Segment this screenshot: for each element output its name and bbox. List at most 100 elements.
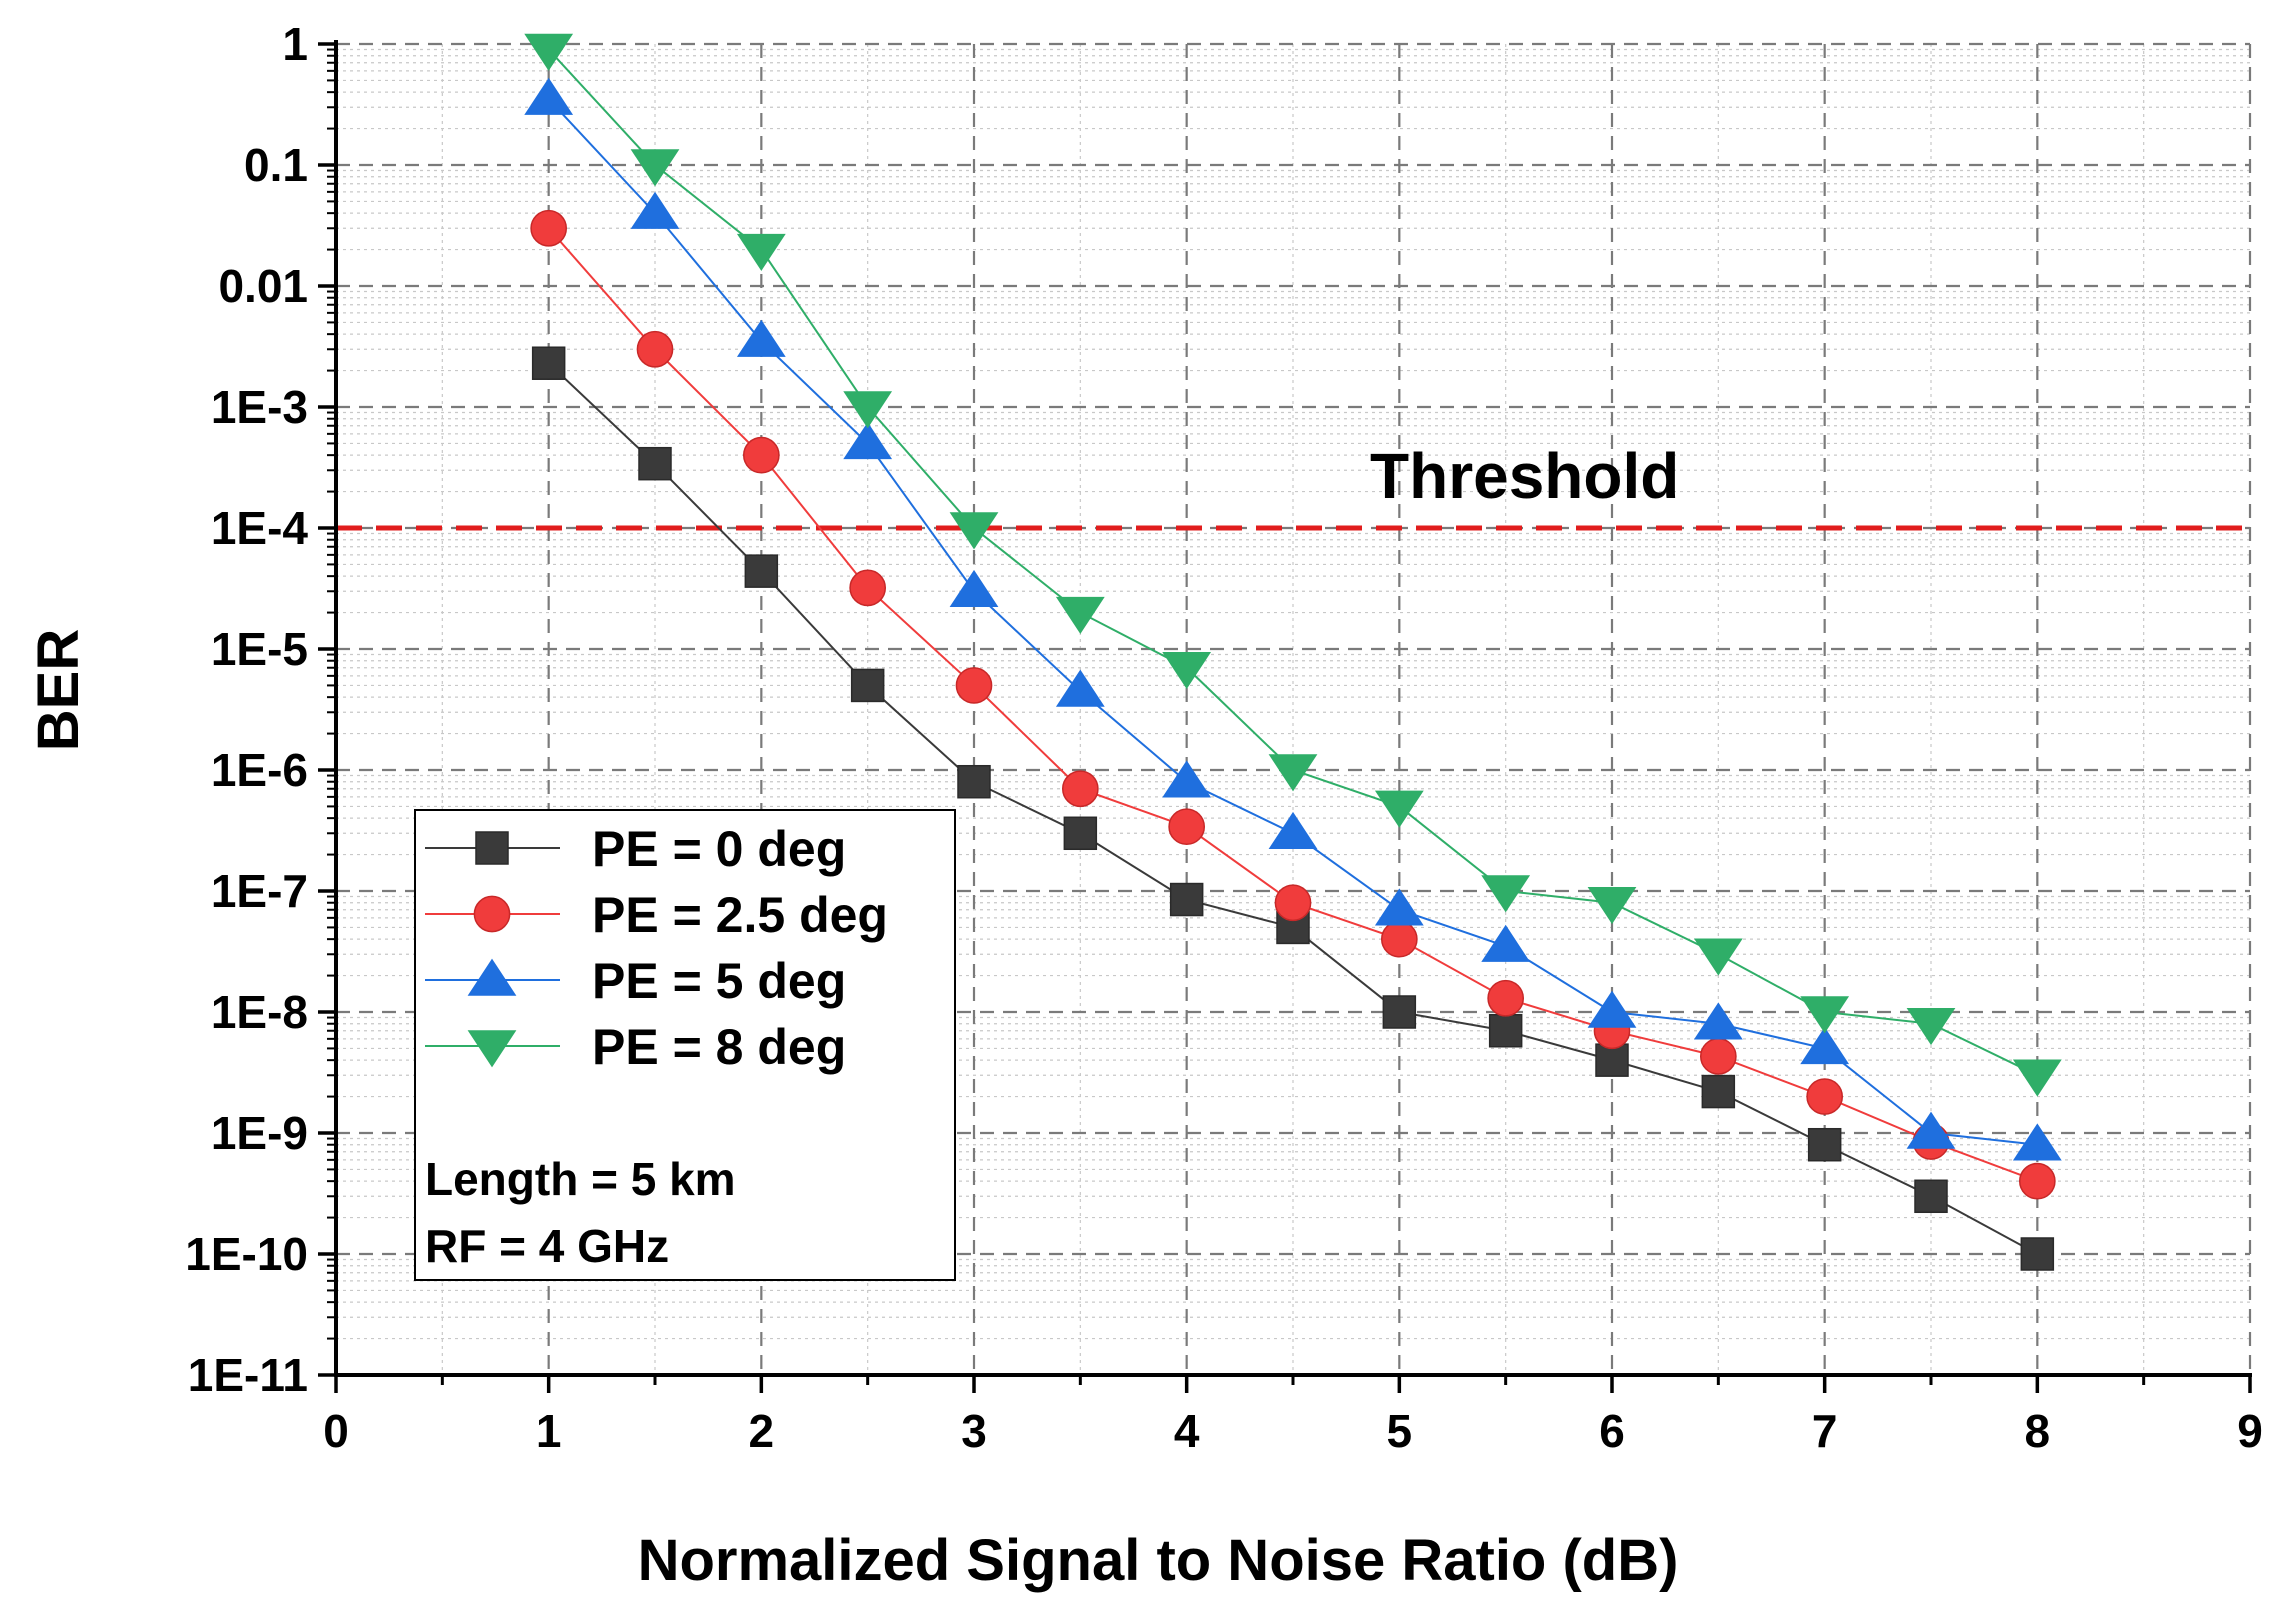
data-point-s2-14 — [2012, 1123, 2062, 1161]
series-3 — [524, 33, 2062, 1097]
data-point-s1-4 — [955, 667, 993, 704]
threshold-label: Threshold — [1370, 440, 1679, 512]
data-point-s3-14 — [2012, 1059, 2062, 1097]
data-point-s3-5 — [1055, 596, 1105, 634]
y-tick-label: 0.1 — [244, 139, 308, 191]
x-tick-label: 7 — [1812, 1405, 1838, 1457]
data-point-s3-2 — [736, 233, 786, 271]
annotation-length: Length = 5 km — [425, 1153, 736, 1205]
data-point-s3-3 — [843, 391, 893, 429]
x-tick-label: 3 — [961, 1405, 987, 1457]
data-point-s0-4 — [957, 764, 991, 799]
data-point-s3-10 — [1587, 886, 1637, 925]
y-tick-label: 1E-9 — [211, 1107, 308, 1159]
data-point-s1-5 — [1061, 770, 1099, 808]
data-point-s2-5 — [1055, 669, 1105, 707]
data-point-s3-12 — [1800, 996, 1850, 1034]
y-tick-label: 1E-10 — [185, 1228, 308, 1280]
data-point-s2-8 — [1374, 888, 1424, 926]
data-point-s2-7 — [1268, 811, 1318, 850]
data-point-s2-6 — [1162, 760, 1212, 798]
data-point-s0-11 — [1701, 1074, 1736, 1109]
x-tick-label: 2 — [749, 1405, 775, 1457]
data-point-s0-12 — [1807, 1127, 1842, 1162]
data-point-s0-0 — [531, 346, 566, 380]
data-point-s0-6 — [1169, 882, 1204, 917]
data-point-s2-11 — [1693, 1002, 1743, 1040]
data-point-s3-4 — [949, 512, 999, 550]
x-ticks — [334, 1375, 2252, 1393]
legend-marker-2 — [467, 958, 517, 996]
data-point-s2-4 — [949, 569, 999, 608]
x-tick-label: 6 — [1599, 1405, 1625, 1457]
data-point-s2-2 — [736, 319, 786, 357]
minor-grid — [336, 44, 2250, 1375]
annotation-rf: RF = 4 GHz — [425, 1220, 669, 1272]
y-tick-label: 1E-7 — [211, 865, 308, 917]
y-tick-label: 1E-3 — [211, 381, 308, 433]
legend-marker-0 — [475, 831, 509, 865]
y-axis-title: BER — [26, 629, 91, 751]
data-point-s0-3 — [850, 668, 885, 703]
data-point-s2-12 — [1800, 1027, 1850, 1065]
series-layer — [524, 33, 2062, 1271]
data-point-s0-5 — [1063, 816, 1098, 851]
data-point-s0-9 — [1488, 1013, 1523, 1048]
data-point-s0-1 — [638, 446, 672, 481]
data-point-s1-7 — [1274, 884, 1312, 922]
data-point-s1-0 — [530, 209, 568, 247]
data-point-s1-2 — [742, 436, 780, 474]
data-point-s3-1 — [630, 149, 680, 187]
x-tick-label: 9 — [2237, 1405, 2263, 1457]
data-point-s1-11 — [1699, 1038, 1737, 1075]
legend-label-3: PE = 8 deg — [592, 1019, 846, 1075]
legend-marker-1 — [473, 895, 511, 933]
data-point-s1-9 — [1487, 979, 1525, 1017]
threshold-layer: Threshold — [336, 440, 2250, 531]
data-point-s1-6 — [1168, 808, 1206, 846]
legend-label-2: PE = 5 deg — [592, 953, 846, 1009]
data-point-s3-6 — [1162, 651, 1212, 690]
data-point-s3-0 — [524, 33, 574, 71]
y-tick-label: 1E-5 — [211, 623, 308, 675]
data-point-s2-0 — [524, 77, 574, 115]
y-tick-label: 1E-11 — [188, 1349, 308, 1401]
x-tick-label: 4 — [1174, 1405, 1200, 1457]
data-point-s0-2 — [744, 554, 779, 588]
x-tick-label: 5 — [1387, 1405, 1413, 1457]
data-point-s2-10 — [1587, 990, 1637, 1028]
y-tick-label: 0.01 — [218, 260, 308, 312]
data-point-s3-11 — [1693, 938, 1743, 976]
data-point-s1-3 — [849, 569, 887, 607]
data-point-s3-9 — [1481, 875, 1531, 913]
x-tick-label: 1 — [536, 1405, 562, 1457]
y-tick-labels: 1 0.1 0.01 1E-3 1E-4 1E-5 1E-6 1E-7 1E-8 1E-9 1E-1… — [185, 18, 308, 1401]
data-point-s0-8 — [1382, 995, 1417, 1029]
legend-marker-3 — [467, 1030, 517, 1068]
data-point-s0-13 — [1914, 1179, 1948, 1214]
data-point-s2-3 — [843, 422, 893, 460]
data-point-s2-1 — [630, 191, 680, 229]
data-point-s0-14 — [2020, 1237, 2055, 1271]
series-2 — [524, 77, 2062, 1161]
data-point-s3-8 — [1374, 790, 1424, 828]
x-tick-label: 0 — [323, 1405, 349, 1457]
y-tick-label: 1E-4 — [211, 502, 309, 554]
y-ticks — [318, 42, 336, 1377]
data-point-s3-13 — [1906, 1007, 1956, 1046]
legend-label-1: PE = 2.5 deg — [592, 887, 888, 943]
legend-entries: PE = 0 deg PE = 2.5 deg PE = 5 deg PE = 8 d… — [425, 821, 888, 1075]
legend: PE = 0 deg PE = 2.5 deg PE = 5 deg PE = 8 d… — [414, 809, 956, 1281]
data-point-s2-9 — [1481, 924, 1531, 962]
x-tick-labels: 0 1 2 3 4 5 6 7 8 9 — [323, 1405, 2263, 1457]
data-point-s1-12 — [1806, 1078, 1844, 1115]
data-point-s0-10 — [1595, 1043, 1629, 1077]
y-tick-label: 1E-8 — [211, 986, 308, 1038]
data-point-s1-1 — [636, 330, 674, 368]
x-axis-title: Normalized Signal to Noise Ratio (dB) — [638, 1528, 1679, 1593]
data-point-s3-7 — [1268, 754, 1318, 792]
x-tick-label: 8 — [2025, 1405, 2051, 1457]
